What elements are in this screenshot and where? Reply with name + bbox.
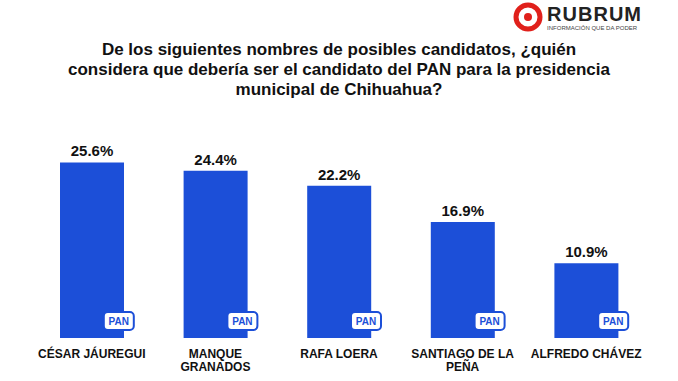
svg-text:MANQUEGRANADOS: MANQUEGRANADOS xyxy=(180,347,250,374)
html-text:De los siguientes nombres de p: De los siguientes nombres de posibles ca… xyxy=(68,40,610,99)
html-text:RUBRUM: RUBRUM xyxy=(547,2,642,25)
html-text:INFORMACIÓN QUE DA PODER: INFORMACIÓN QUE DA PODER xyxy=(547,24,638,31)
svg-text:PAN: PAN xyxy=(479,316,499,327)
svg-text:PAN: PAN xyxy=(356,316,376,327)
svg-text:CÉSAR JÁUREGUI: CÉSAR JÁUREGUI xyxy=(38,346,145,361)
svg-text:10.9%: 10.9% xyxy=(565,243,608,260)
svg-text:25.6%: 25.6% xyxy=(71,142,114,159)
svg-text:22.2%: 22.2% xyxy=(318,166,361,183)
svg-text:RAFA LOERA: RAFA LOERA xyxy=(300,347,378,361)
svg-text:PAN: PAN xyxy=(603,316,623,327)
svg-text:ALFREDO CHÁVEZ: ALFREDO CHÁVEZ xyxy=(531,346,642,361)
svg-text:16.9%: 16.9% xyxy=(442,202,485,219)
svg-text:24.4%: 24.4% xyxy=(194,151,237,168)
svg-text:PAN: PAN xyxy=(109,316,129,327)
svg-text:SANTIAGO DE LAPEÑA: SANTIAGO DE LAPEÑA xyxy=(411,347,514,374)
svg-text:PAN: PAN xyxy=(232,316,252,327)
